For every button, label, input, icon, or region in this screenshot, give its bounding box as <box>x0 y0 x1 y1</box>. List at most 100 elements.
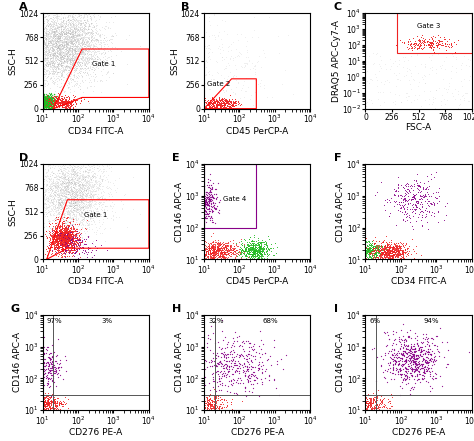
Point <box>194 14 202 21</box>
Point <box>386 65 394 72</box>
Point <box>58 231 66 238</box>
Point <box>67 197 75 204</box>
Point <box>80 19 87 26</box>
Point <box>206 195 213 202</box>
Point <box>48 97 55 105</box>
Point <box>77 192 85 199</box>
Point <box>62 161 70 168</box>
Point <box>206 254 214 262</box>
Point <box>60 172 67 179</box>
Point <box>209 191 216 198</box>
Point <box>80 52 87 60</box>
Point <box>201 197 208 204</box>
Point <box>36 21 43 28</box>
Point <box>55 194 62 201</box>
Point <box>43 103 50 110</box>
Point <box>45 104 52 111</box>
Point <box>86 28 94 35</box>
Point <box>55 49 63 56</box>
Point <box>85 22 92 29</box>
Point <box>64 223 72 230</box>
Point <box>402 90 410 97</box>
Point <box>64 97 72 104</box>
Point <box>191 250 199 257</box>
Point <box>32 189 39 196</box>
Point <box>64 42 72 49</box>
Point <box>381 251 389 258</box>
Point <box>413 351 420 359</box>
Point <box>56 194 64 201</box>
Point <box>51 202 59 209</box>
Point <box>84 42 91 49</box>
Point <box>64 25 72 32</box>
Point <box>206 97 213 104</box>
Point <box>190 404 197 411</box>
Point <box>59 187 67 194</box>
Point <box>199 187 206 194</box>
Point <box>201 213 209 220</box>
Point <box>42 100 50 107</box>
Point <box>46 59 53 66</box>
Point <box>90 66 97 73</box>
Point <box>61 185 68 192</box>
Point <box>36 399 43 406</box>
Point <box>394 251 401 258</box>
Point <box>53 37 61 44</box>
Point <box>60 52 67 59</box>
Point <box>68 40 76 47</box>
Point <box>210 97 218 104</box>
Point <box>394 246 402 253</box>
Point <box>212 205 219 212</box>
Point <box>360 253 367 260</box>
Point <box>383 241 391 248</box>
Point <box>408 344 415 351</box>
Point <box>73 199 80 206</box>
Point <box>75 47 83 54</box>
Point <box>0 32 1 39</box>
Point <box>81 168 89 175</box>
Point <box>107 179 114 186</box>
Point <box>43 98 50 105</box>
Point <box>88 254 95 261</box>
Point <box>56 41 64 48</box>
Point <box>51 44 58 51</box>
Point <box>88 191 95 198</box>
Point <box>35 401 43 408</box>
Point <box>215 98 223 105</box>
Point <box>38 41 46 49</box>
Point <box>220 364 228 371</box>
Point <box>47 10 55 17</box>
Point <box>444 347 452 354</box>
Point <box>68 64 76 71</box>
Point <box>420 42 428 49</box>
Point <box>398 362 406 369</box>
Point <box>42 359 50 366</box>
Point <box>425 182 432 189</box>
Point <box>65 39 73 46</box>
Point <box>55 231 62 238</box>
Point <box>30 191 37 198</box>
Point <box>46 94 54 101</box>
Point <box>207 186 214 193</box>
Point <box>42 361 50 368</box>
Point <box>73 197 81 204</box>
Point <box>91 49 99 56</box>
Point <box>79 31 86 38</box>
Point <box>208 244 215 251</box>
Point <box>211 243 219 250</box>
Point <box>57 230 65 237</box>
Point <box>29 161 36 168</box>
Point <box>55 239 62 246</box>
Point <box>390 247 397 254</box>
Point <box>61 22 68 30</box>
Point <box>360 246 368 253</box>
Point <box>226 101 233 108</box>
Point <box>82 57 89 64</box>
Point <box>43 70 50 77</box>
Point <box>426 355 433 362</box>
Point <box>206 253 214 260</box>
Point <box>49 184 56 191</box>
Point <box>369 405 376 412</box>
Point <box>216 251 224 258</box>
Point <box>52 238 59 245</box>
